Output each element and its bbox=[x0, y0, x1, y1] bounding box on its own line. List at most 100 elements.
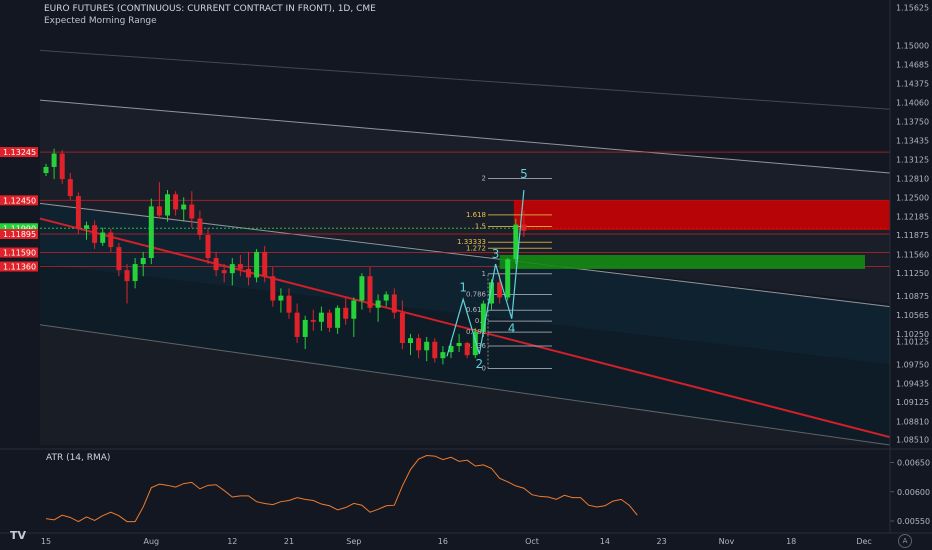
wave-label: 4 bbox=[508, 322, 516, 336]
fib-level-label: 0.5 bbox=[475, 317, 486, 325]
price-tick-label: 1.14685 bbox=[896, 61, 929, 70]
upper-channel-line bbox=[39, 99, 891, 174]
price-tick-label: 1.09125 bbox=[896, 398, 929, 407]
time-tick-label: 21 bbox=[284, 537, 294, 546]
candle-body bbox=[108, 232, 114, 248]
price-tick-label: 1.12500 bbox=[896, 193, 929, 202]
atr-tick-label: 0.00550 bbox=[897, 517, 930, 526]
price-tick-label: 1.10125 bbox=[896, 337, 929, 346]
time-tick-label: 23 bbox=[657, 537, 667, 546]
price-tick-label: 1.08510 bbox=[896, 436, 929, 445]
candle-body bbox=[367, 276, 373, 308]
time-tick-label: Oct bbox=[525, 537, 539, 546]
candle-body bbox=[59, 153, 65, 180]
price-tag-bg bbox=[0, 195, 38, 206]
time-tick-label: 15 bbox=[41, 537, 51, 546]
lower-channel-line bbox=[39, 324, 891, 446]
candle-body bbox=[246, 268, 251, 278]
candle-body bbox=[351, 300, 357, 319]
candle-body bbox=[237, 264, 243, 269]
candle-body bbox=[335, 307, 341, 328]
candle-body bbox=[343, 307, 349, 319]
wave-label: 2 bbox=[476, 357, 484, 371]
candle-body bbox=[399, 312, 405, 344]
candle-body bbox=[205, 234, 211, 259]
mid-upper-channel-line bbox=[39, 202, 891, 308]
candle-body bbox=[432, 341, 438, 359]
candle-body bbox=[165, 194, 170, 216]
candle-body bbox=[480, 303, 486, 333]
candle-body bbox=[294, 312, 300, 337]
price-tag-bg bbox=[0, 229, 38, 240]
price-tag-label: 1.11990 bbox=[3, 224, 36, 233]
candle-body bbox=[497, 282, 503, 298]
candle-body bbox=[92, 225, 98, 243]
candle-body bbox=[359, 276, 365, 301]
candle-body bbox=[181, 204, 187, 210]
price-tick-label: 1.14060 bbox=[896, 99, 929, 108]
price-tag-label: 1.11895 bbox=[3, 230, 36, 239]
candle-body bbox=[140, 258, 146, 265]
candle-body bbox=[472, 332, 478, 356]
candle-body bbox=[43, 166, 49, 174]
tradingview-logo[interactable]: TV bbox=[10, 529, 27, 542]
support-zone bbox=[499, 254, 865, 269]
price-tag-bg bbox=[0, 223, 38, 234]
wave-label: 3 bbox=[492, 247, 500, 261]
candle-body bbox=[456, 343, 462, 347]
price-tick-label: 1.12810 bbox=[896, 174, 929, 183]
time-tick-label: Sep bbox=[346, 537, 361, 546]
price-tag-label: 1.11360 bbox=[3, 263, 36, 272]
candle-body bbox=[270, 276, 276, 301]
fib-level-label: 0 bbox=[482, 365, 486, 373]
candle-body bbox=[416, 338, 422, 351]
indicator-label[interactable]: Expected Morning Range bbox=[44, 16, 157, 26]
price-tick-label: 1.13750 bbox=[896, 117, 929, 126]
candle-body bbox=[124, 270, 130, 282]
time-tick-label: 18 bbox=[786, 537, 796, 546]
time-tick-label: 12 bbox=[227, 537, 237, 546]
price-axis: 1.15625 1.15000 1.14685 1.14375 1.14060 1.137… bbox=[0, 4, 929, 445]
price-tag-bg bbox=[0, 261, 38, 272]
fib-level-label: 1.272 bbox=[466, 244, 486, 252]
time-axis: 15 Aug 12 21 Sep 16 Oct 14 23 Nov 18 Dec bbox=[41, 537, 872, 546]
atr-tick-label: 0.00600 bbox=[897, 488, 930, 497]
inner-channel-upper-fill bbox=[40, 203, 890, 365]
atr-indicator-label[interactable]: ATR (14, RMA) bbox=[46, 453, 111, 463]
price-tick-label: 1.10250 bbox=[896, 330, 929, 339]
wave-label: 1 bbox=[459, 280, 467, 294]
fib-level-label: 1.618 bbox=[466, 211, 486, 219]
candle-body bbox=[375, 300, 381, 308]
candle-body bbox=[197, 218, 203, 235]
atr-line bbox=[45, 455, 638, 523]
resistance-zone bbox=[513, 200, 890, 231]
regression-center-line bbox=[39, 217, 891, 439]
candle-body bbox=[84, 225, 89, 229]
elliott-wave: 1 2 3 4 5 bbox=[446, 167, 528, 371]
candle-body bbox=[100, 232, 106, 243]
price-tick-label: 1.13435 bbox=[896, 137, 929, 146]
top-channel-line bbox=[39, 49, 891, 110]
candle-body bbox=[521, 224, 527, 231]
candle-body bbox=[286, 295, 292, 313]
candle-body bbox=[318, 312, 324, 322]
fib-level-label: 1.33333 bbox=[457, 238, 486, 246]
price-tick-label: 1.15625 bbox=[896, 4, 929, 13]
candle-body bbox=[513, 224, 519, 260]
candle-body bbox=[75, 196, 81, 229]
price-tick-label: 1.14375 bbox=[896, 79, 929, 88]
price-tick-label: 1.08810 bbox=[896, 417, 929, 426]
candle-body bbox=[254, 251, 260, 278]
auto-scale-button[interactable]: A bbox=[898, 534, 912, 548]
fib-level-label: 0.618 bbox=[466, 306, 486, 314]
candle-body bbox=[262, 251, 268, 277]
price-tick-label: 1.12185 bbox=[896, 212, 929, 221]
price-tag-label: 1.13245 bbox=[3, 148, 36, 157]
candle-body bbox=[148, 206, 154, 259]
candlestick-series bbox=[43, 148, 527, 365]
price-tick-label: 1.09435 bbox=[896, 379, 929, 388]
symbol-title[interactable]: EURO FUTURES (CONTINUOUS: CURRENT CONTRA… bbox=[44, 4, 376, 14]
price-tick-label: 1.10875 bbox=[896, 292, 929, 301]
